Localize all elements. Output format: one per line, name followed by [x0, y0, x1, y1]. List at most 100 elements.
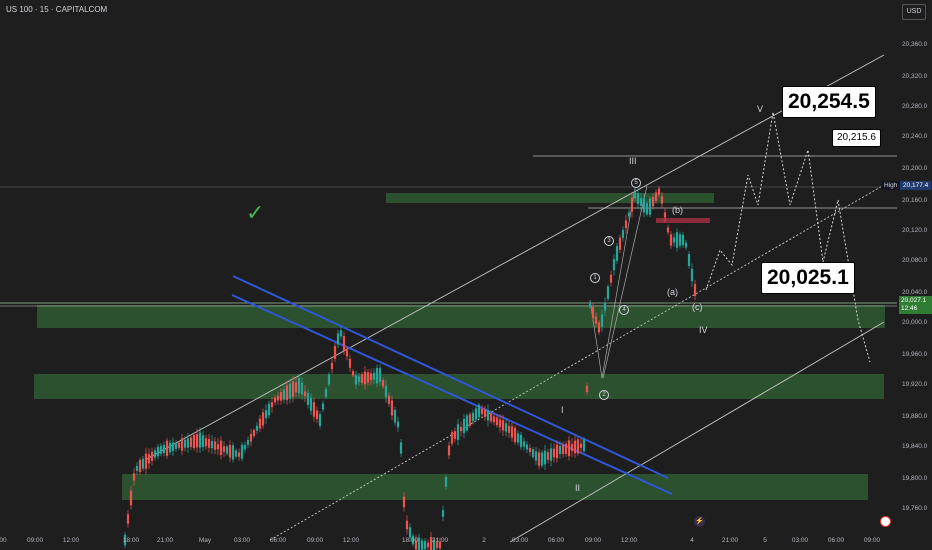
candle-body: [426, 542, 430, 548]
candle-body: [516, 433, 520, 443]
candle-body: [543, 450, 547, 465]
candle-body: [525, 444, 529, 450]
candle-body: [567, 440, 571, 457]
callout-target-mid[interactable]: 20,215.6: [832, 129, 881, 147]
callout-support[interactable]: 20,025.1: [761, 262, 855, 294]
candle-body: [201, 435, 205, 447]
candle-body: [642, 198, 646, 213]
price-tick: 20,160.0: [902, 197, 928, 204]
candle-body: [654, 192, 658, 201]
time-tick: 09:00: [26, 537, 44, 544]
candle-body: [639, 198, 643, 206]
candle-body: [420, 540, 424, 550]
candle-body: [414, 540, 418, 550]
candle-body: [552, 448, 556, 458]
time-tick: 12:00: [620, 537, 638, 544]
candle-body: [156, 446, 160, 457]
time-tick: 09:00: [306, 537, 324, 544]
candle-body: [462, 418, 466, 434]
candle-body: [183, 439, 187, 448]
candle-body: [375, 367, 379, 384]
candle-body: [693, 284, 697, 296]
candle-body: [474, 408, 478, 420]
callout-target-v[interactable]: 20,254.5: [782, 86, 876, 118]
candle-body: [342, 335, 346, 351]
candle-body: [357, 376, 361, 382]
lightning-icon[interactable]: ⚡: [694, 516, 705, 527]
candle-body: [384, 385, 388, 398]
wave-label-c: (c): [692, 302, 703, 312]
time-tick: 21:00: [156, 537, 174, 544]
current-price: 20,027.1: [901, 297, 927, 304]
candle-body: [252, 430, 256, 436]
candle-body: [441, 510, 445, 517]
candle-body: [228, 445, 232, 458]
candle-body: [189, 437, 193, 447]
candle-body: [138, 459, 142, 473]
candle-body: [396, 421, 400, 428]
candle-body: [627, 212, 631, 217]
candle-body: [159, 445, 163, 454]
candle-body: [336, 333, 340, 345]
time-tick: 03:00: [233, 537, 251, 544]
candle-body: [162, 444, 166, 454]
high-price-tag: 20,177.4: [900, 181, 932, 190]
candle-body: [606, 286, 610, 299]
candle-body: [141, 458, 145, 469]
flag-icon[interactable]: [880, 516, 891, 527]
candle-body: [465, 415, 469, 431]
candle-body: [393, 410, 397, 423]
candle-body: [276, 396, 280, 401]
currency-button[interactable]: USD: [902, 4, 926, 20]
candle-body: [576, 439, 580, 454]
price-tick: 20,000.0: [902, 319, 928, 326]
candle-body: [411, 535, 415, 545]
price-tick: 20,040.0: [902, 289, 928, 296]
price-tick: 19,960.0: [902, 351, 928, 358]
candle-body: [255, 425, 259, 431]
candle-body: [339, 330, 343, 337]
candle-body: [405, 520, 409, 530]
time-tick: 06:00: [547, 537, 565, 544]
candle-body: [459, 426, 463, 432]
candle-body: [456, 424, 460, 440]
subwave-5: 5: [631, 178, 641, 188]
candle-body: [660, 196, 664, 204]
subwave-3: 3: [604, 236, 614, 246]
candle-body: [555, 444, 559, 459]
wave-label-a: (a): [667, 287, 678, 297]
candle-body: [372, 372, 376, 380]
candle-body: [636, 193, 640, 204]
time-tick: May: [198, 537, 212, 544]
time-tick: 09:00: [863, 537, 881, 544]
candle-body: [618, 237, 622, 250]
candle-body: [123, 534, 127, 546]
candle-body: [246, 440, 250, 445]
candle-body: [417, 537, 421, 550]
candle-body: [174, 443, 178, 449]
candle-body: [210, 440, 214, 449]
price-tick: 20,360.0: [902, 41, 928, 48]
candle-body: [198, 432, 202, 448]
price-tick: 20,200.0: [902, 165, 928, 172]
candle-body: [135, 465, 139, 471]
candle-body: [669, 234, 673, 246]
candle-body: [663, 212, 667, 218]
candle-body: [330, 362, 334, 370]
candle-body: [369, 373, 373, 381]
candle-body: [603, 302, 607, 311]
candle-body: [378, 368, 382, 382]
candle-body: [687, 254, 691, 266]
candle-body: [558, 445, 562, 455]
candle-body: [345, 350, 349, 357]
candle-body: [126, 514, 130, 524]
wave-label-b: (b): [672, 205, 683, 215]
candle-body: [168, 442, 172, 453]
candle-body: [630, 197, 634, 212]
time-tick: 12:00: [62, 537, 80, 544]
candle-body: [600, 314, 604, 327]
price-tick: 19,800.0: [902, 475, 928, 482]
candle-body: [507, 425, 511, 433]
candle-body: [351, 371, 355, 376]
